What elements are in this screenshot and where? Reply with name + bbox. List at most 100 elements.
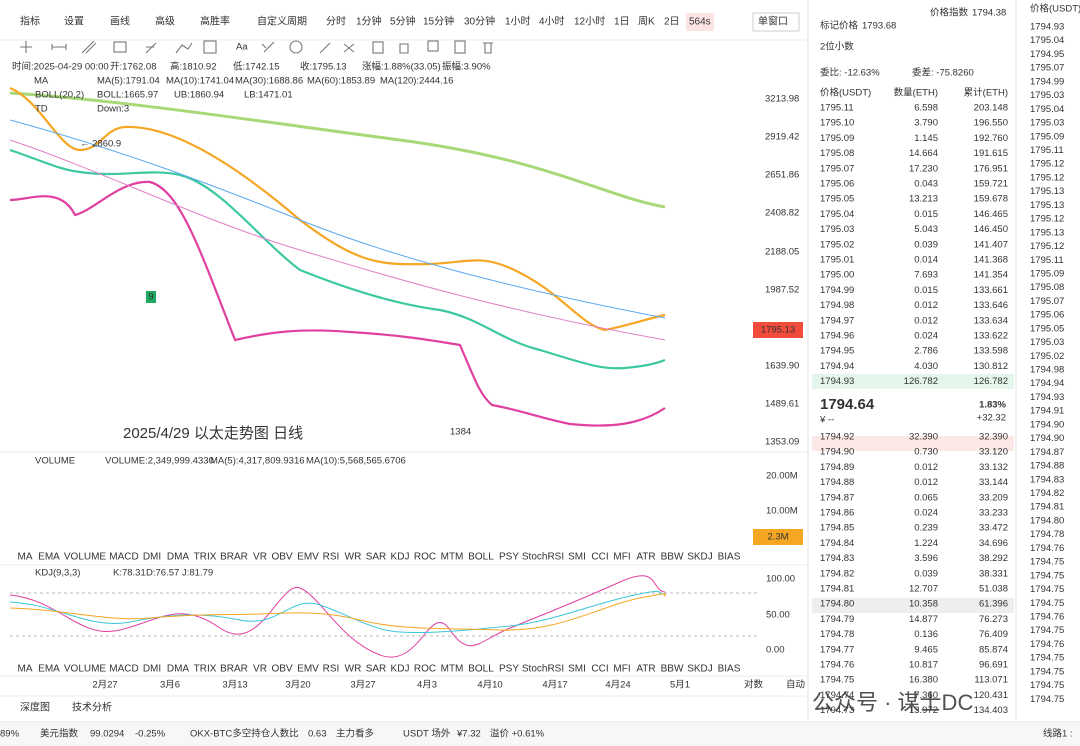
- toolbar-item[interactable]: 自定义周期: [257, 15, 307, 28]
- ticker-item: 主力看多: [336, 728, 374, 740]
- indicator-tab[interactable]: ATR: [636, 664, 655, 675]
- indicator-tab[interactable]: SAR: [366, 664, 387, 675]
- toolbar-item[interactable]: 30分钟: [464, 15, 495, 28]
- indicator-tab[interactable]: EMA: [38, 664, 60, 675]
- toolbar-item[interactable]: 15分钟: [423, 15, 454, 28]
- indicator-tab[interactable]: EMV: [297, 552, 319, 563]
- indicator-tab[interactable]: BIAS: [718, 664, 741, 675]
- indicator-tab[interactable]: EMA: [38, 552, 60, 563]
- indicator-tab[interactable]: BOLL: [468, 664, 494, 675]
- indicator-tab[interactable]: BIAS: [718, 552, 741, 563]
- toolbar-item[interactable]: 周K: [638, 16, 655, 28]
- indicator-tab[interactable]: MTM: [441, 552, 464, 563]
- toolbar-item[interactable]: 4小时: [539, 16, 565, 28]
- bids-cell: 9.465: [914, 644, 938, 655]
- indicator-tab[interactable]: DMI: [143, 664, 161, 675]
- indicator-tab[interactable]: VR: [253, 552, 267, 563]
- indicator-tab[interactable]: TRIX: [194, 552, 217, 563]
- indicator-tab[interactable]: WR: [345, 664, 362, 675]
- window-select[interactable]: [752, 12, 800, 32]
- toolbar-item[interactable]: 2日: [664, 17, 680, 28]
- indicator-tab[interactable]: StochRSI: [522, 552, 564, 563]
- toolbar-item[interactable]: 单窗口: [758, 15, 788, 28]
- indicator-tab[interactable]: CCI: [591, 664, 608, 675]
- trade-price: 1794.78: [1030, 529, 1064, 540]
- indicator-tab[interactable]: BRAR: [220, 664, 248, 675]
- toolbar-item[interactable]: 1小时: [505, 16, 531, 28]
- indicator-tab[interactable]: KDJ: [391, 552, 410, 563]
- indicator-tab[interactable]: BBW: [661, 552, 684, 563]
- bids-cell: 120.431: [974, 690, 1008, 701]
- indicator-tab[interactable]: ROC: [414, 552, 436, 563]
- trade-price: 1795.13: [1030, 186, 1064, 197]
- trade-price: 1794.95: [1030, 49, 1064, 60]
- bids-cell: 0.730: [914, 447, 938, 458]
- indicator-tab[interactable]: VOLUME: [64, 664, 107, 675]
- indicator-tab[interactable]: VR: [253, 664, 267, 675]
- indicator-tab[interactable]: OBV: [271, 552, 292, 563]
- toolbar-item[interactable]: 564s: [689, 17, 711, 28]
- toolbar-item[interactable]: 1分钟: [356, 15, 382, 28]
- date-axis-label: 5月1: [670, 680, 690, 691]
- indicator-tab[interactable]: EMV: [297, 664, 319, 675]
- indicator-tab[interactable]: OBV: [271, 664, 292, 675]
- indicator-tab[interactable]: MACD: [109, 552, 138, 563]
- asks-cell: 0.012: [914, 300, 938, 311]
- toolbar-item[interactable]: 高级: [155, 15, 175, 28]
- toolbar-item[interactable]: 分时: [326, 16, 346, 28]
- date-axis-label: 4月24: [605, 680, 630, 691]
- volume-tag-bg: [753, 529, 803, 545]
- indicator-tab[interactable]: MACD: [109, 664, 138, 675]
- indicator-tab[interactable]: MFI: [613, 664, 630, 675]
- asks-cell: 1795.08: [820, 148, 854, 159]
- indicator-tab[interactable]: SMI: [568, 552, 586, 563]
- toolbar-item[interactable]: 指标: [20, 15, 40, 28]
- toolbar-item[interactable]: 设置: [64, 16, 84, 28]
- indicator-tab[interactable]: MFI: [613, 552, 630, 563]
- indicator-tab[interactable]: ROC: [414, 664, 436, 675]
- indicator-tab[interactable]: SKDJ: [687, 552, 713, 563]
- indicator-tab[interactable]: BRAR: [220, 552, 248, 563]
- indicator-tab[interactable]: PSY: [499, 664, 519, 675]
- indicator-tab[interactable]: WR: [345, 552, 362, 563]
- toolbar-item[interactable]: 1日: [614, 17, 630, 28]
- trade-price: 1794.76: [1030, 639, 1064, 650]
- indicator-tab[interactable]: BOLL: [468, 552, 494, 563]
- bids-cell: 38.292: [979, 553, 1008, 564]
- indicator-tab[interactable]: SKDJ: [687, 664, 713, 675]
- indicator-tab[interactable]: SAR: [366, 552, 387, 563]
- indicator-tab[interactable]: BBW: [661, 664, 684, 675]
- indicator-tab[interactable]: VOLUME: [64, 552, 107, 563]
- bottom-tab[interactable]: 深度图: [20, 701, 50, 714]
- indicator-tab[interactable]: ATR: [636, 552, 655, 563]
- indicator-tab[interactable]: MA: [18, 552, 33, 563]
- axis-option[interactable]: 对数: [744, 679, 764, 691]
- indicator-tab[interactable]: RSI: [323, 664, 340, 675]
- precision-select[interactable]: 2位小数: [820, 41, 854, 53]
- indicator-tab[interactable]: CCI: [591, 552, 608, 563]
- indicator-tab[interactable]: DMI: [143, 552, 161, 563]
- price-axis-label: 2651.86: [765, 170, 799, 181]
- indicator-tab[interactable]: DMA: [167, 664, 190, 675]
- indicator-tab[interactable]: PSY: [499, 552, 519, 563]
- ticker-item: USDT 场外: [403, 728, 451, 740]
- toolbar-item[interactable]: 高胜率: [200, 15, 230, 28]
- asks-cell: 1795.03: [820, 224, 854, 235]
- toolbar-item[interactable]: 12小时: [574, 16, 605, 28]
- bottom-tab[interactable]: 技术分析: [72, 701, 112, 714]
- indicator-tab[interactable]: MTM: [441, 664, 464, 675]
- boll-legend: BOLL(20,2): [35, 90, 84, 101]
- indicator-tab[interactable]: MA: [18, 664, 33, 675]
- bids-cell: 33.233: [979, 508, 1008, 519]
- toolbar-item[interactable]: 5分钟: [390, 15, 416, 28]
- indicator-tab[interactable]: TRIX: [194, 664, 217, 675]
- axis-option[interactable]: 自动: [786, 679, 805, 691]
- toolbar-item[interactable]: 画线: [110, 15, 130, 28]
- indicator-tab[interactable]: DMA: [167, 552, 190, 563]
- indicator-tab[interactable]: SMI: [568, 664, 586, 675]
- index-price: 1794.38: [972, 8, 1006, 19]
- indicator-tab[interactable]: RSI: [323, 552, 340, 563]
- indicator-tab[interactable]: StochRSI: [522, 664, 564, 675]
- trade-price: 1794.90: [1030, 419, 1064, 430]
- indicator-tab[interactable]: KDJ: [391, 664, 410, 675]
